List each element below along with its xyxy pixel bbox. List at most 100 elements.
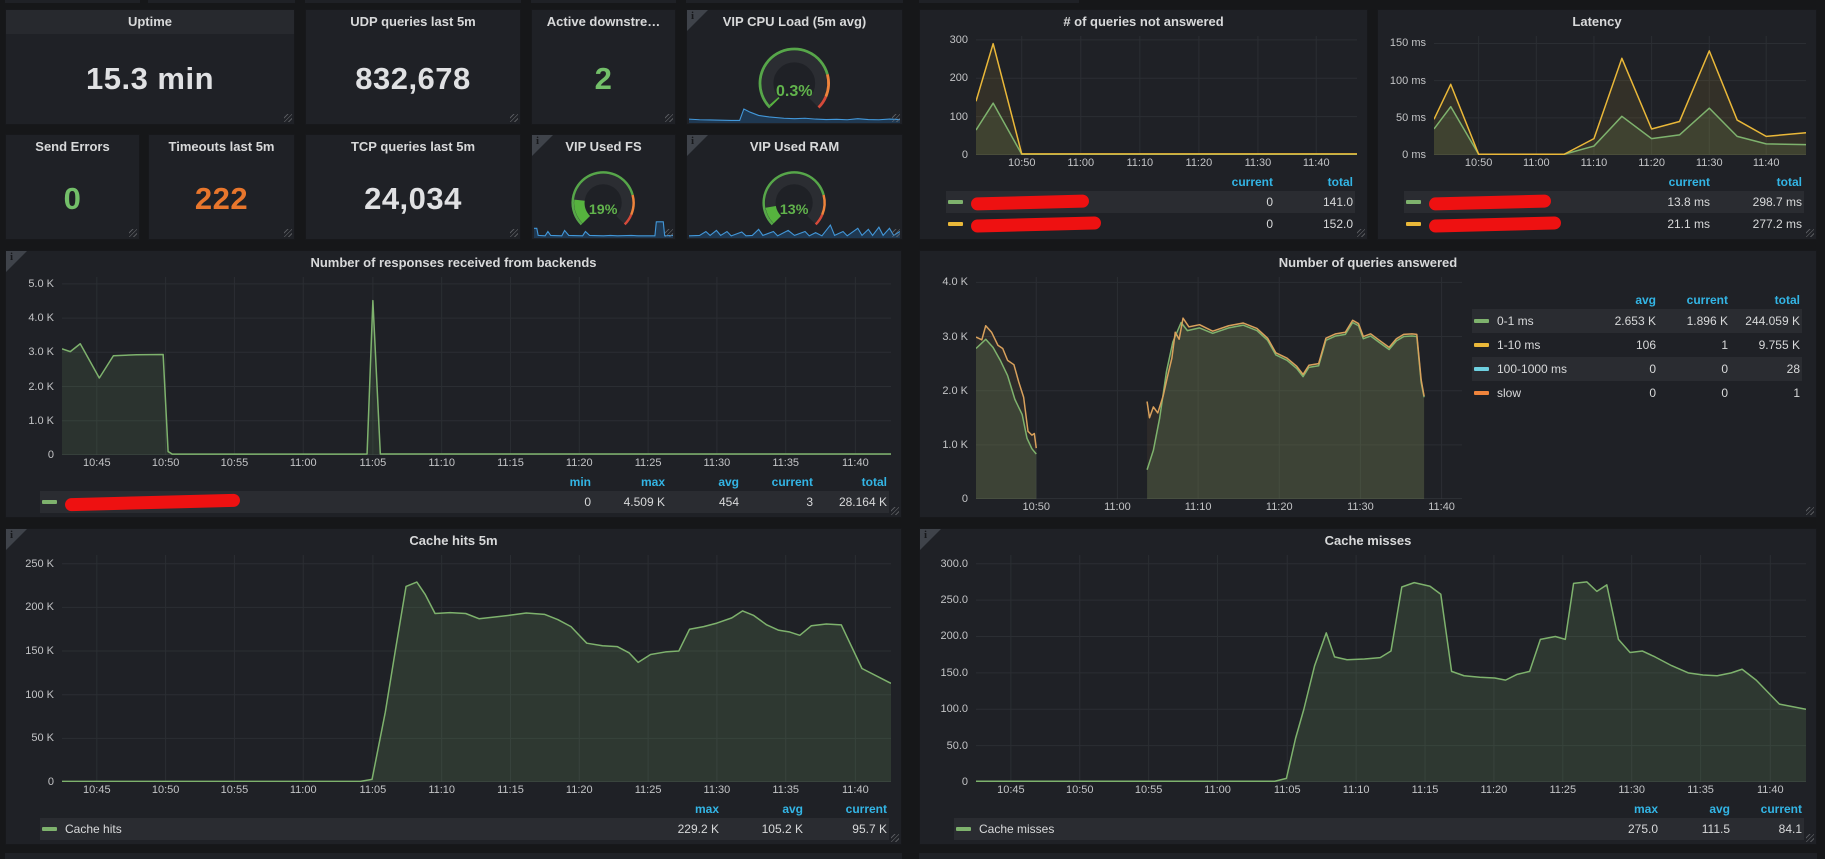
resize-handle-icon[interactable] <box>891 507 899 515</box>
plot-area[interactable] <box>976 555 1806 782</box>
info-icon[interactable]: i <box>532 135 553 156</box>
resize-handle-icon[interactable] <box>892 229 900 237</box>
x-axis-tick: 11:25 <box>1549 784 1577 796</box>
legend-series-name[interactable]: 0-1 ms <box>1497 314 1534 328</box>
panel-title-vip-cpu-load[interactable]: VIP CPU Load (5m avg) <box>722 14 867 29</box>
panel-title-udp-queries[interactable]: UDP queries last 5m <box>350 14 476 29</box>
resize-handle-icon[interactable] <box>892 114 900 122</box>
x-axis-tick: 11:10 <box>428 784 456 796</box>
legend-column-header[interactable]: total <box>1774 293 1800 307</box>
legend-column-header[interactable]: max <box>640 475 665 489</box>
plot-area[interactable] <box>976 277 1462 499</box>
legend-column-header[interactable]: total <box>1776 175 1802 189</box>
tcp-queries-value: 24,034 <box>364 181 462 216</box>
y-axis-tick: 0 <box>961 149 968 161</box>
y-axis-tick: 100 K <box>25 688 54 701</box>
y-axis: 0 50.0 100.0 150.0 200.0 250.0 300.0 <box>924 555 976 788</box>
legend-series-swatch[interactable] <box>948 200 963 204</box>
x-axis-tick: 11:15 <box>497 784 524 796</box>
panel-title-latency[interactable]: Latency <box>1572 14 1622 29</box>
info-icon[interactable]: i <box>6 529 27 550</box>
legend-series-swatch[interactable] <box>948 222 963 226</box>
legend-column-header[interactable]: avg <box>782 802 803 816</box>
legend-column-header[interactable]: max <box>694 802 719 816</box>
legend-series-swatch[interactable] <box>1406 200 1421 204</box>
panel-title-queries-answered[interactable]: Number of queries answered <box>1278 255 1458 270</box>
panel-title-timeouts[interactable]: Timeouts last 5m <box>168 139 275 154</box>
legend-series-name[interactable]: 100-1000 ms <box>1497 362 1568 376</box>
panel-title-vip-used-ram[interactable]: VIP Used RAM <box>749 139 840 154</box>
legend-series-name[interactable]: 1-10 ms <box>1497 338 1541 352</box>
y-axis: 0 100 200 300 <box>924 34 976 161</box>
x-axis-tick: 11:00 <box>289 784 317 796</box>
legend-header: current total <box>946 173 1355 191</box>
plot-area[interactable] <box>1434 36 1806 155</box>
legend-series-swatch[interactable] <box>1474 391 1489 395</box>
info-icon[interactable]: i <box>687 10 708 31</box>
resize-handle-icon[interactable] <box>510 114 518 122</box>
panel-title-send-errors[interactable]: Send Errors <box>35 139 110 154</box>
panel-title-cache-misses[interactable]: Cache misses <box>1324 533 1412 548</box>
x-axis-tick: 11:20 <box>565 457 593 469</box>
legend-column-header[interactable]: max <box>1633 802 1658 816</box>
legend-column-header[interactable]: avg <box>1635 293 1656 307</box>
panel-title-active-downstream[interactable]: Active downstre… <box>546 14 661 29</box>
resize-handle-icon[interactable] <box>284 229 292 237</box>
timeouts-value: 222 <box>194 181 249 216</box>
plot-area[interactable] <box>976 36 1357 155</box>
partial-panel-above <box>919 0 1079 3</box>
resize-handle-icon[interactable] <box>1806 834 1814 842</box>
info-icon[interactable]: i <box>6 251 27 272</box>
panel-title-queries-not-answered[interactable]: # of queries not answered <box>1063 14 1224 29</box>
x-axis-tick: 11:10 <box>1580 157 1608 169</box>
legend-series-swatch[interactable] <box>956 827 971 831</box>
legend-series-swatch[interactable] <box>1474 343 1489 347</box>
legend-row: slow 0 0 1 <box>1472 381 1802 405</box>
sparkline <box>534 214 673 238</box>
resize-handle-icon[interactable] <box>284 114 292 122</box>
resize-handle-icon[interactable] <box>891 834 899 842</box>
legend-series-name[interactable]: slow <box>1497 386 1522 400</box>
legend-column-header[interactable]: current <box>845 802 887 816</box>
panel-title-vip-used-fs[interactable]: VIP Used FS <box>565 139 642 154</box>
legend-series-swatch[interactable] <box>1474 319 1489 323</box>
resize-handle-icon[interactable] <box>1806 507 1814 515</box>
legend-series-swatch[interactable] <box>1406 222 1421 226</box>
resize-handle-icon[interactable] <box>1806 229 1814 237</box>
x-axis-tick: 11:20 <box>1480 784 1508 796</box>
panel-title-uptime[interactable]: Uptime <box>6 10 294 34</box>
resize-handle-icon[interactable] <box>665 114 673 122</box>
legend-series-swatch[interactable] <box>42 500 57 504</box>
legend-series-swatch[interactable] <box>42 827 57 831</box>
panel-title-cache-hits[interactable]: Cache hits 5m <box>409 533 498 548</box>
legend-column-header[interactable]: total <box>1327 175 1353 189</box>
resize-handle-icon[interactable] <box>129 229 137 237</box>
plot-area[interactable] <box>62 555 891 782</box>
panel-title-tcp-queries[interactable]: TCP queries last 5m <box>350 139 476 154</box>
legend-column-header[interactable]: avg <box>1709 802 1730 816</box>
legend-series-name[interactable]: Cache hits <box>65 822 122 836</box>
legend-series-name[interactable]: Cache misses <box>979 822 1055 836</box>
legend-column-header[interactable]: current <box>1760 802 1802 816</box>
legend-stat-value: 4.509 K <box>623 495 665 509</box>
legend-series-swatch[interactable] <box>1474 367 1489 371</box>
resize-handle-icon[interactable] <box>510 229 518 237</box>
sparkline <box>689 214 900 238</box>
info-icon[interactable]: i <box>920 529 941 550</box>
legend-column-header[interactable]: avg <box>718 475 739 489</box>
info-icon[interactable]: i <box>687 135 708 156</box>
legend-column-header[interactable]: current <box>1686 293 1728 307</box>
legend-column-header[interactable]: total <box>861 475 887 489</box>
panel-title-responses-from-backends[interactable]: Number of responses received from backen… <box>310 255 597 270</box>
legend-column-header[interactable]: current <box>1668 175 1710 189</box>
legend-column-header[interactable]: current <box>771 475 813 489</box>
legend-column-header[interactable]: current <box>1231 175 1273 189</box>
resize-handle-icon[interactable] <box>1357 229 1365 237</box>
x-axis: 10:45 10:50 10:55 11:00 11:05 11:10 11:15 11:20… <box>976 782 1806 798</box>
x-axis-tick: 10:55 <box>220 784 249 796</box>
x-axis-tick: 11:00 <box>289 457 317 469</box>
legend-column-header[interactable]: min <box>569 475 591 489</box>
plot-area[interactable] <box>62 277 891 455</box>
resize-handle-icon[interactable] <box>665 229 673 237</box>
x-axis-tick: 11:40 <box>1752 157 1780 169</box>
